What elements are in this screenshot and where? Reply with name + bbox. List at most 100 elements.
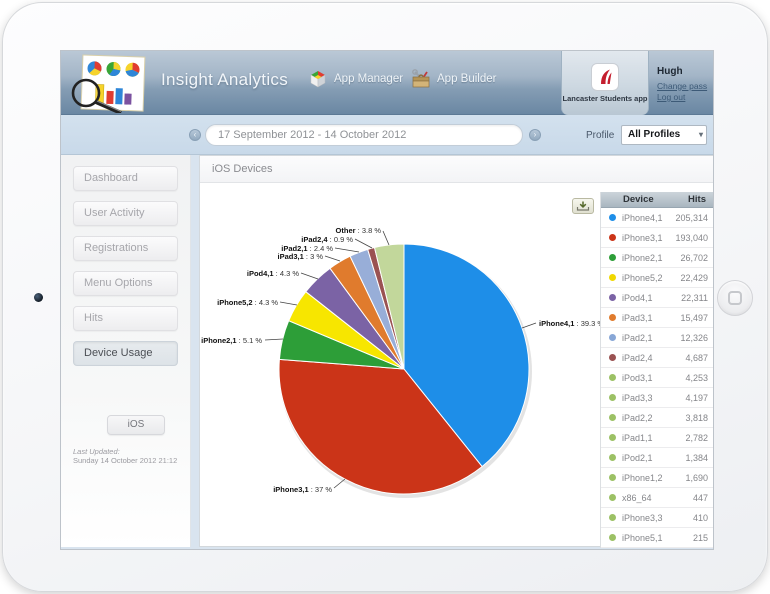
device-name: iPad2,2 [622,412,653,423]
sidebar-item-hits[interactable]: Hits [73,306,178,331]
device-hits: 447 [692,492,708,503]
table-row: iPhone4,1 205,314 [601,208,713,228]
device-name: iPod2,1 [622,452,653,463]
device-name: iPhone3,1 [622,232,663,243]
date-next-button[interactable]: › [529,129,541,141]
device-name: x86_64 [622,492,652,503]
table-row: iPhone2,1 26,702 [601,248,713,268]
device-name: iPad1,1 [622,432,653,443]
app-builder-button[interactable]: App Builder [411,69,496,89]
table-row: iPad1,1 2,782 [601,428,713,448]
device-name: iPad3,3 [622,392,653,403]
device-hits: 193,040 [675,232,708,243]
insight-analytics-logo [66,53,158,115]
ios-devices-pie-chart: iPhone4,1 : 39.3 % iPhone3,1 : 37 % iPhone… [201,226,600,498]
sidebar-item-registrations[interactable]: Registrations [73,236,178,261]
device-table: Device Hits iPhone4,1 205,314 iPhone3,1 193… [600,192,713,548]
sidebar-subtab-ios[interactable]: iOS [107,415,165,435]
user-name: Hugh [657,66,683,77]
legend-dot [609,534,616,541]
pie-label-line [324,255,341,262]
app-builder-label: App Builder [437,73,497,85]
sidebar-item-dashboard[interactable]: Dashboard [73,166,178,191]
pie-slice-iPhone3,1[interactable] [278,358,483,495]
sidebar-nav: Dashboard User Activity Registrations Menu … [61,155,190,366]
pie-label: iPhone2,1 : 5.1 % [201,336,262,345]
table-row: iPhone5,2 22,429 [601,268,713,288]
pie-label-line [382,230,390,246]
table-row: iPad2,4 4,687 [601,348,713,368]
device-hits: 4,687 [685,352,708,363]
pie-label-line [300,272,319,280]
sidebar-item-user-activity[interactable]: User Activity [73,201,178,226]
device-hits: 205,314 [675,212,708,223]
device-hits: 4,197 [685,392,708,403]
table-row: x86_64 447 [601,488,713,508]
camera-icon [34,293,43,302]
column-hits: Hits [688,194,706,205]
app-manager-cube-icon [310,71,326,88]
profile-select[interactable]: All Profiles ▾ [621,125,707,145]
last-updated-label: Last Updated: [73,447,120,456]
pie-label: iPod4,1 : 4.3 % [247,269,299,278]
page-title: Insight Analytics [161,70,288,89]
pie-label-line [279,301,298,306]
legend-dot [609,474,616,481]
download-icon [576,201,590,211]
pie-label: iPad2,4 : 0.9 % [301,235,353,244]
content-area: Dashboard User Activity Registrations Menu … [61,155,713,549]
table-row: iPhone3,3 410 [601,508,713,528]
device-table-rows: iPhone4,1 205,314 iPhone3,1 193,040 iPhone2,… [601,208,713,548]
table-row: iPhone3,1 193,040 [601,228,713,248]
sidebar-item-device-usage[interactable]: Device Usage [73,341,178,366]
legend-dot [609,354,616,361]
last-updated: Last Updated: Sunday 14 October 2012 21:… [73,447,177,465]
legend-dot [609,294,616,301]
logo-icon [71,54,146,115]
device-hits: 4,253 [685,372,708,383]
device-name: iPhone5,2 [622,272,663,283]
download-button[interactable] [572,198,594,214]
device-hits: 410 [692,512,708,523]
table-row: iPod4,1 22,311 [601,288,713,308]
filter-bar: ‹ 17 September 2012 - 14 October 2012 › … [61,115,713,155]
device-name: iPod3,1 [622,372,653,383]
lancaster-app-icon [591,63,619,91]
date-range-input[interactable]: 17 September 2012 - 14 October 2012 [205,124,523,146]
table-header: Device Hits [601,192,713,208]
table-row: iPhone5,1 215 [601,528,713,548]
legend-dot [609,214,616,221]
current-app-label: Lancaster Students app [562,94,648,103]
pie-label-line [333,478,346,489]
current-app-panel[interactable]: Lancaster Students app [561,51,649,115]
legend-dot [609,414,616,421]
device-name: iPhone3,3 [622,512,663,523]
app-manager-button[interactable]: App Manager [308,69,403,89]
device-hits: 26,702 [680,252,708,263]
date-prev-button[interactable]: ‹ [189,129,201,141]
pie-label: Other : 3.8 % [336,226,382,235]
log-out-link[interactable]: Log out [657,92,686,103]
legend-dot [609,334,616,341]
pie-label-line [521,322,537,329]
device-name: iPad2,1 [622,332,653,343]
pie-label: iPhone3,1 : 37 % [273,485,332,494]
legend-dot [609,374,616,381]
device-name: iPhone5,1 [622,532,663,543]
device-hits: 3,818 [685,412,708,423]
user-block: Hugh Change pass Log out [657,59,707,104]
legend-dot [609,274,616,281]
legend-dot [609,394,616,401]
device-hits: 12,326 [680,332,708,343]
device-name: iPhone1,2 [622,472,663,483]
device-hits: 215 [692,532,708,543]
last-updated-value: Sunday 14 October 2012 21:12 [73,456,178,465]
sidebar-item-menu-options[interactable]: Menu Options [73,271,178,296]
home-square-icon [728,291,742,305]
change-password-link[interactable]: Change pass [657,80,708,91]
profile-label: Profile [586,130,615,141]
home-button[interactable] [717,280,753,316]
device-hits: 1,384 [685,452,708,463]
